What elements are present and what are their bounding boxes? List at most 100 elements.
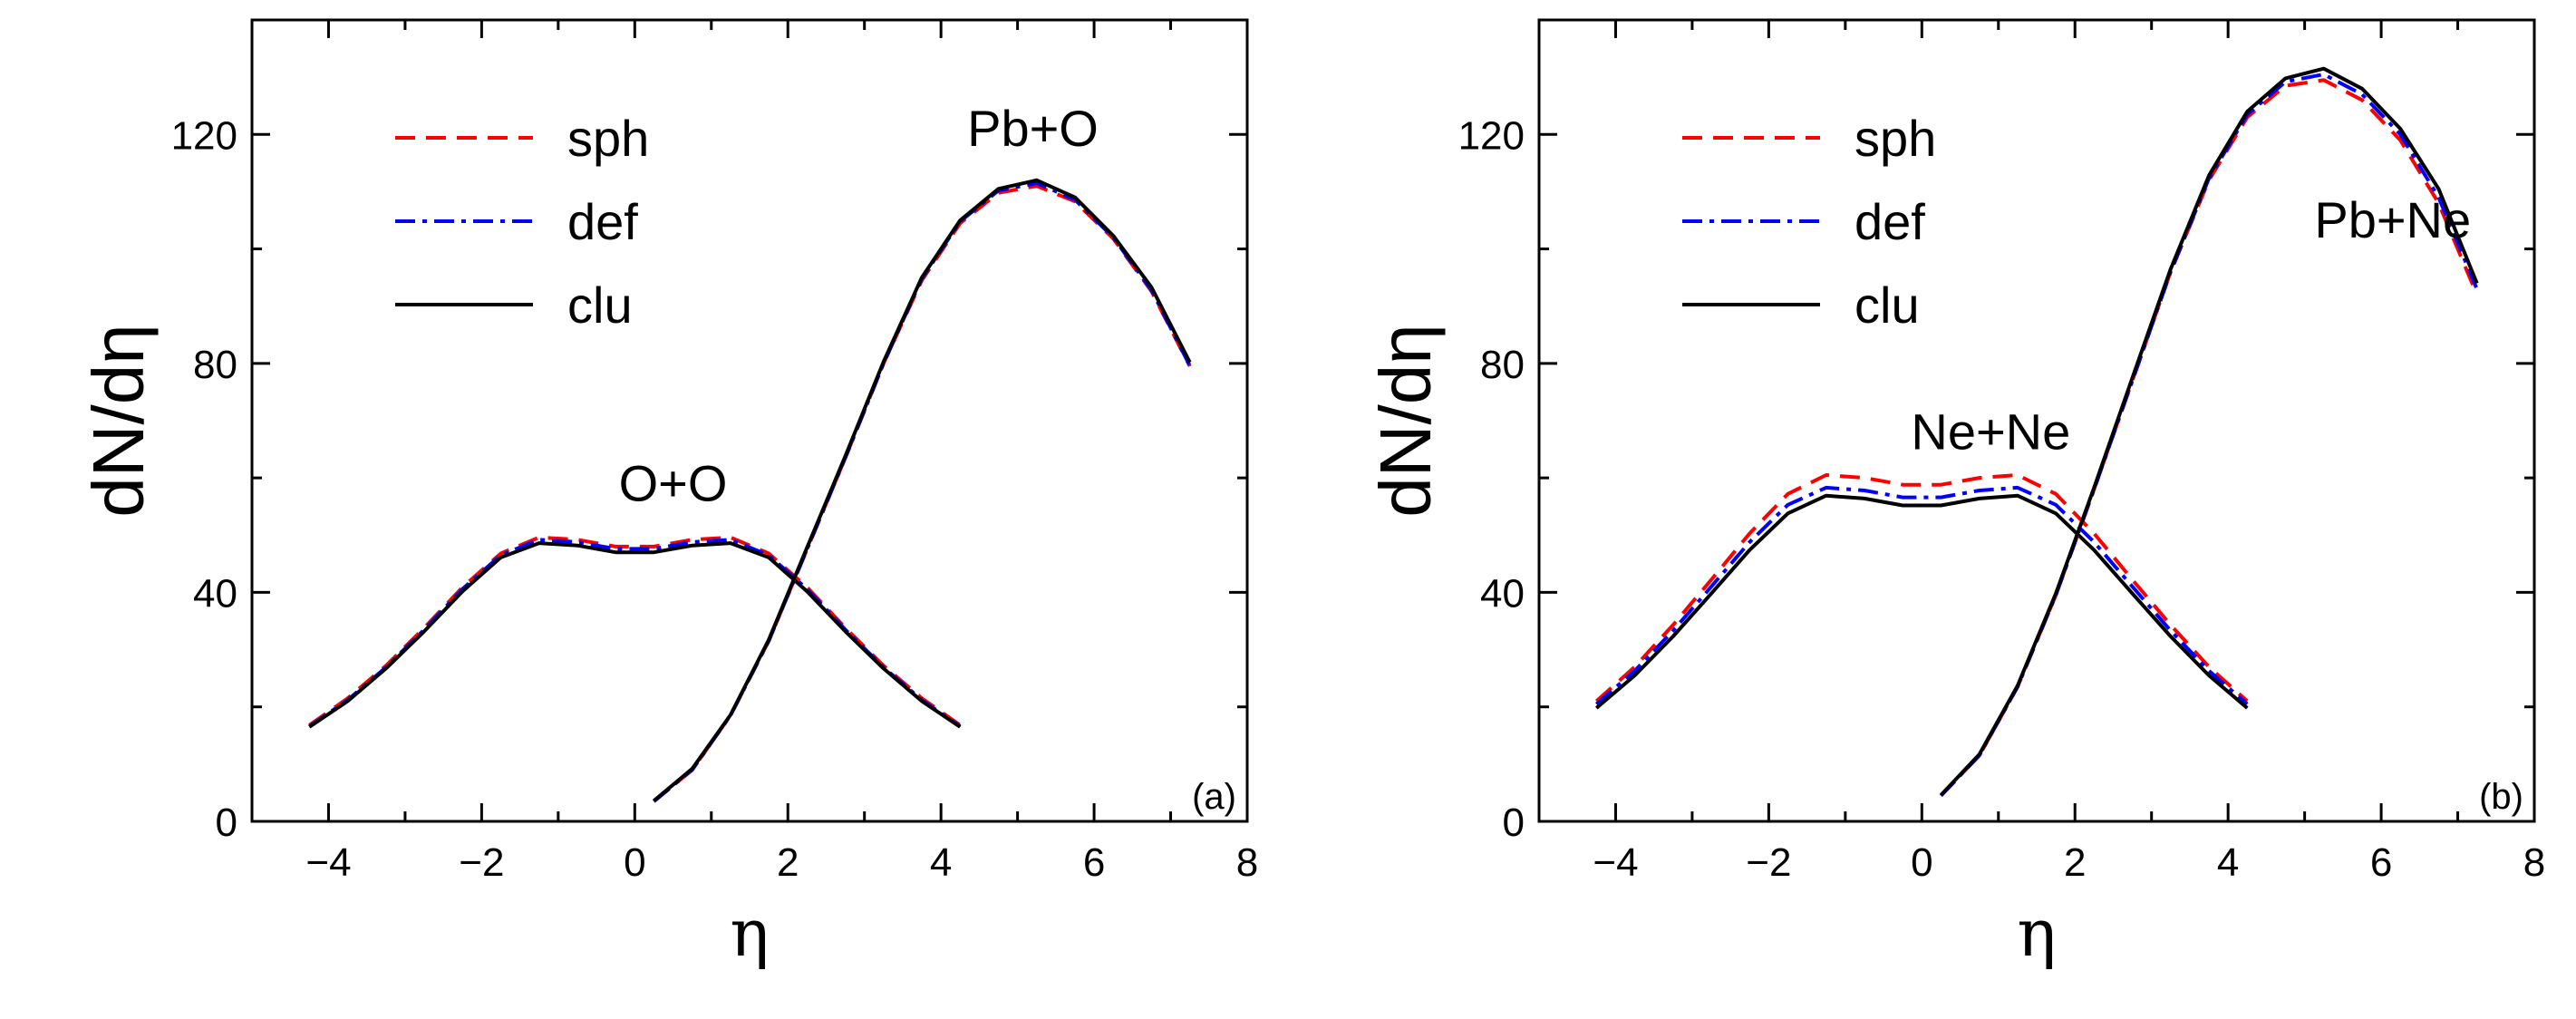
data-point	[2131, 376, 2135, 380]
data-point	[2054, 492, 2058, 496]
data-point	[691, 540, 694, 544]
data-point	[1188, 364, 1192, 367]
data-point	[537, 538, 541, 541]
data-point	[805, 589, 809, 593]
data-point	[767, 638, 770, 642]
data-point	[997, 187, 1001, 190]
data-point	[307, 725, 311, 729]
data-point	[2207, 674, 2211, 677]
x-axis-title: η	[730, 895, 769, 971]
data-point	[805, 546, 809, 549]
annotation-ne-ne: Ne+Ne	[1911, 403, 2070, 461]
data-point	[2284, 76, 2288, 80]
data-point	[1939, 483, 1942, 487]
data-point	[614, 547, 617, 550]
data-point	[460, 589, 464, 593]
data-point	[2092, 486, 2096, 490]
data-point	[1901, 496, 1904, 500]
data-point	[767, 556, 770, 559]
data-point	[1671, 635, 1675, 638]
y-tick-label: 120	[171, 113, 237, 158]
y-tick-label: 40	[193, 571, 237, 616]
panel-b: −4 −2 0 2 4 6 804080120ηdN/dηsphdefcluNe+NePb+…	[1365, 18, 2545, 971]
data-point	[576, 540, 579, 544]
data-point	[537, 541, 541, 545]
data-point	[1978, 489, 1981, 492]
data-point	[1149, 286, 1153, 289]
data-point	[2245, 110, 2249, 113]
data-point	[1633, 674, 1637, 677]
y-tick-label: 120	[1458, 113, 1525, 158]
y-tick-label: 80	[193, 343, 237, 387]
data-point	[729, 541, 732, 545]
data-point	[1825, 486, 1828, 490]
series-line-ne-ne-clu	[1595, 493, 2249, 710]
series-line-pb-o-clu	[653, 178, 1192, 802]
legend-label-clu: clu	[567, 277, 633, 334]
x-tick-label: −2	[1746, 840, 1791, 885]
data-point	[2131, 578, 2135, 582]
data-point	[844, 454, 847, 458]
data-point	[499, 556, 503, 559]
data-point	[2016, 473, 2019, 477]
data-point	[729, 538, 732, 541]
y-tick-label: 0	[216, 801, 237, 845]
legend-label-def: def	[567, 193, 638, 250]
data-point	[1825, 494, 1828, 498]
data-point	[2169, 623, 2173, 626]
data-point	[614, 550, 617, 554]
data-point	[1073, 196, 1077, 199]
series-line-o-o-clu	[308, 541, 962, 729]
data-point	[1787, 503, 1790, 507]
x-tick-label: 0	[1911, 840, 1932, 885]
panel-label: (a)	[1192, 777, 1236, 817]
data-point	[729, 713, 732, 717]
data-point	[2284, 84, 2288, 88]
data-point	[2475, 287, 2479, 291]
y-axis-title: dN/dη	[1365, 324, 1446, 517]
data-point	[2054, 503, 2058, 507]
legend-label-def: def	[1855, 193, 1925, 250]
x-tick-label: −4	[1593, 840, 1638, 885]
data-point	[2398, 127, 2402, 131]
data-point	[2436, 187, 2440, 190]
data-point	[1901, 503, 1904, 507]
data-point	[1188, 361, 1192, 364]
y-tick-label: 40	[1480, 571, 1525, 616]
data-point	[652, 799, 655, 802]
data-point	[384, 666, 388, 670]
data-point	[652, 550, 655, 554]
data-point	[2322, 78, 2326, 82]
data-point	[1939, 793, 1942, 797]
data-point	[2360, 98, 2364, 102]
data-point	[1863, 489, 1866, 492]
x-tick-label: 2	[777, 840, 799, 885]
plot-frame	[250, 18, 1249, 823]
data-point	[920, 699, 924, 703]
data-point	[1939, 496, 1942, 500]
data-point	[1671, 623, 1675, 626]
data-point	[1748, 540, 1751, 544]
data-point	[1709, 592, 1713, 596]
panel-a: −4 −2 0 2 4 6 804080120ηdN/dηsphdefcluO+OPb+O(…	[78, 18, 1258, 971]
data-point	[1978, 497, 1981, 500]
data-point	[1035, 179, 1039, 182]
series-line-o-o-sph	[308, 535, 962, 727]
data-point	[1863, 476, 1866, 480]
data-point	[1111, 234, 1115, 238]
data-point	[1978, 476, 1981, 480]
x-tick-label: 4	[2217, 840, 2239, 885]
x-tick-label: 6	[1083, 840, 1105, 885]
data-point	[1709, 578, 1713, 582]
series-line-ne-ne-def	[1594, 485, 2249, 706]
data-point	[2092, 531, 2096, 535]
data-point	[2131, 585, 2135, 588]
data-point	[882, 360, 886, 364]
data-point	[2360, 87, 2364, 91]
data-point	[2054, 592, 2058, 596]
data-point	[1787, 492, 1790, 496]
data-point	[1825, 473, 1828, 477]
data-point	[2016, 486, 2019, 490]
data-point	[2169, 629, 2173, 633]
data-point	[882, 666, 886, 670]
